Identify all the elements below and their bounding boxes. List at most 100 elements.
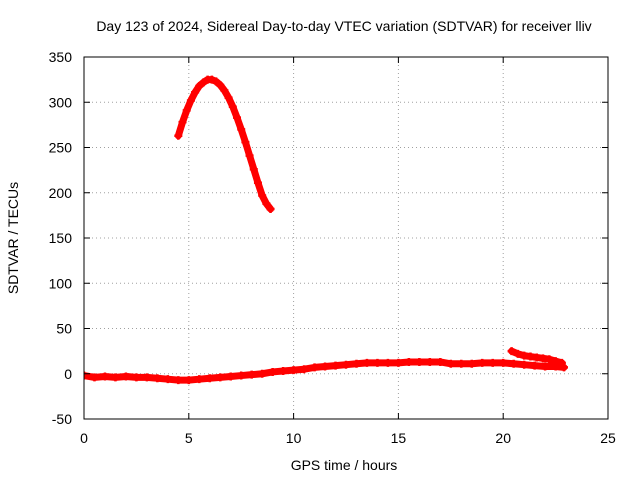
x-tick-label: 10 bbox=[286, 430, 302, 446]
data-point bbox=[241, 138, 250, 147]
data-point bbox=[253, 178, 262, 187]
data-point bbox=[195, 81, 204, 90]
data-point bbox=[184, 376, 193, 385]
x-axis-label: GPS time / hours bbox=[291, 457, 398, 473]
data-point bbox=[191, 88, 200, 97]
data-point bbox=[352, 359, 361, 368]
data-point bbox=[174, 376, 183, 385]
data-point bbox=[551, 357, 560, 366]
data-point bbox=[520, 360, 529, 369]
y-tick-label: 300 bbox=[49, 94, 73, 110]
data-point bbox=[488, 358, 497, 367]
data-point bbox=[499, 358, 508, 367]
data-point bbox=[195, 375, 204, 384]
data-point bbox=[279, 367, 288, 376]
data-point bbox=[226, 372, 235, 381]
data-point bbox=[153, 374, 162, 383]
y-tick-label: 350 bbox=[49, 49, 73, 65]
data-point bbox=[541, 362, 550, 371]
data-point bbox=[300, 365, 309, 374]
data-point bbox=[557, 358, 566, 367]
data-point bbox=[262, 199, 271, 208]
data-point bbox=[342, 360, 350, 369]
data-point bbox=[237, 371, 246, 380]
y-tick-label: 150 bbox=[49, 230, 73, 246]
data-point bbox=[530, 361, 539, 370]
y-tick-label: 50 bbox=[56, 321, 72, 337]
series-tail bbox=[507, 347, 566, 367]
data-point bbox=[507, 347, 516, 356]
data-point bbox=[289, 366, 298, 375]
tick-labels-layer: 0 5 10 15 20 25 -50 0 50 100 150 200 250 300 350 bbox=[49, 49, 616, 446]
data-point bbox=[446, 359, 455, 368]
data-point bbox=[268, 367, 277, 376]
data-point bbox=[321, 362, 330, 371]
y-tick-label: -50 bbox=[52, 411, 72, 427]
data-point bbox=[199, 78, 208, 87]
data-point bbox=[258, 369, 267, 378]
data-point bbox=[415, 357, 424, 366]
data-point bbox=[404, 357, 413, 366]
data-point bbox=[249, 165, 258, 174]
data-point bbox=[207, 75, 216, 84]
ticks-layer bbox=[83, 56, 609, 420]
data-point bbox=[478, 358, 487, 367]
data-point bbox=[220, 86, 229, 95]
data-point bbox=[247, 370, 256, 379]
data-point bbox=[84, 371, 88, 380]
data-point bbox=[111, 373, 120, 382]
data-point bbox=[509, 359, 518, 368]
data-point bbox=[331, 361, 340, 370]
y-tick-label: 200 bbox=[49, 185, 73, 201]
data-point bbox=[142, 373, 151, 382]
data-point bbox=[132, 373, 141, 382]
x-tick-label: 25 bbox=[600, 430, 616, 446]
data-point bbox=[212, 77, 221, 86]
data-point bbox=[362, 358, 371, 367]
data-point bbox=[425, 357, 434, 366]
data-point bbox=[310, 363, 319, 372]
data-point bbox=[258, 191, 267, 200]
data-point bbox=[100, 372, 109, 381]
y-tick-label: 100 bbox=[49, 275, 73, 291]
data-point bbox=[383, 358, 392, 367]
data-point bbox=[121, 372, 130, 381]
series-baseline bbox=[84, 357, 568, 385]
data-point bbox=[90, 373, 99, 382]
data-point bbox=[233, 113, 242, 122]
data-point bbox=[186, 96, 195, 105]
y-tick-label: 0 bbox=[64, 366, 72, 382]
data-point bbox=[224, 93, 233, 102]
x-tick-label: 20 bbox=[495, 430, 511, 446]
data-point bbox=[457, 359, 466, 368]
data-point bbox=[436, 357, 445, 366]
data-point bbox=[545, 355, 554, 364]
data-point bbox=[205, 374, 214, 383]
data-point bbox=[178, 118, 187, 127]
series-high-arc bbox=[174, 75, 275, 214]
data-point bbox=[467, 359, 476, 368]
y-tick-label: 250 bbox=[49, 140, 73, 156]
data-point bbox=[216, 81, 225, 90]
data-point bbox=[174, 131, 183, 140]
data-point bbox=[266, 205, 275, 214]
data-point bbox=[163, 375, 172, 384]
x-tick-label: 0 bbox=[80, 430, 88, 446]
data-point bbox=[513, 349, 522, 358]
data-point bbox=[394, 358, 403, 367]
data-point bbox=[245, 151, 254, 160]
data-point bbox=[182, 106, 191, 115]
x-tick-label: 5 bbox=[185, 430, 193, 446]
y-axis-label: SDTVAR / TECUs bbox=[5, 182, 21, 294]
data-point bbox=[373, 358, 382, 367]
chart-title: Day 123 of 2024, Sidereal Day-to-day VTE… bbox=[96, 18, 591, 34]
data-point bbox=[216, 373, 225, 382]
grid-layer bbox=[84, 57, 608, 419]
x-tick-label: 15 bbox=[391, 430, 407, 446]
data-layer bbox=[84, 75, 568, 385]
data-point bbox=[228, 102, 237, 111]
data-point bbox=[237, 125, 246, 134]
